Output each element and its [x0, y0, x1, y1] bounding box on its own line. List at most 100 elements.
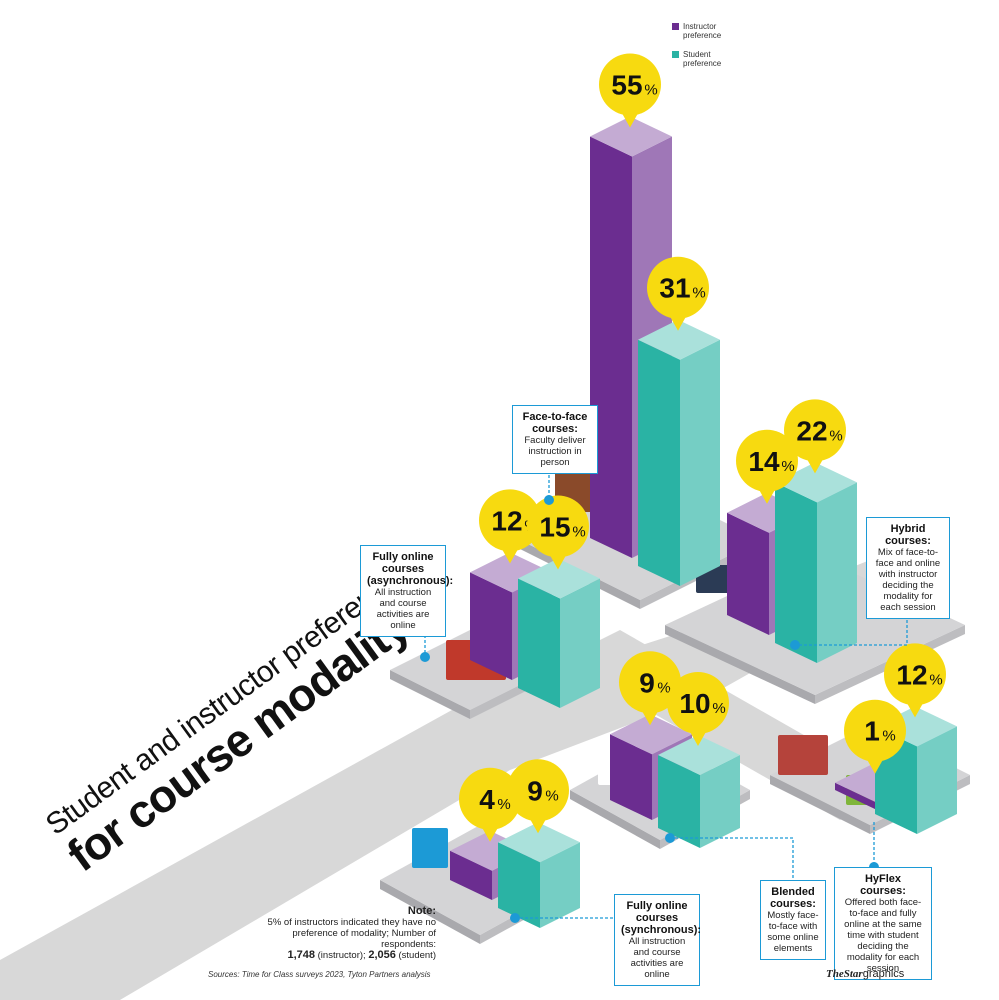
callout-blended: Blended courses: Mostly face-to-face wit… [760, 880, 826, 960]
bar-instructor-sync-face-front [450, 850, 492, 900]
bar-student-face-to-face-face-side [680, 339, 720, 586]
bar-instructor-face-to-face-face-front [590, 136, 632, 558]
label-student-blended-unit: % [712, 700, 725, 717]
bar-student-sync-face-top [498, 822, 580, 863]
label-student-sync-value: 9 [527, 775, 543, 806]
label-student-face-to-face-pointer [669, 314, 687, 331]
label-student-async-value: 15 [539, 512, 570, 543]
callout-dot-1 [790, 640, 800, 650]
bar-student-blended-face-front [658, 755, 700, 848]
label-instructor-async-value: 12 [491, 505, 522, 536]
brand-star: Star [843, 968, 863, 980]
callout-hybrid: Hybrid courses: Mix of face-to-face and … [866, 517, 950, 619]
label-student-hybrid-value: 22 [796, 415, 827, 446]
label-student-hyflex-circle [884, 643, 946, 706]
label-student-async-unit: % [572, 524, 585, 541]
label-student-async-pointer [549, 553, 567, 570]
sources: Sources: Time for Class surveys 2023, Ty… [208, 970, 431, 979]
note-instructor-label: (instructor); [317, 950, 366, 961]
label-student-face-to-face-circle [647, 256, 709, 319]
callout-title: Face-to-face courses: [522, 411, 588, 435]
callout-text: Faculty deliver instruction in person [524, 435, 586, 468]
callout-sync: Fully online courses (synchronous): All … [614, 894, 702, 986]
label-student-hybrid-pointer [806, 457, 824, 474]
label-instructor-blended-pointer [641, 709, 659, 726]
label-student-hybrid-unit: % [829, 427, 842, 444]
note-label: Note: [407, 905, 436, 917]
label-instructor-hybrid-unit: % [781, 458, 794, 475]
label-student-hyflex-value: 12 [896, 659, 927, 690]
bar-instructor-hyflex-face-front [835, 782, 877, 810]
bar-instructor-blended-face-top [610, 714, 692, 755]
bar-student-blended-face-side [700, 755, 740, 848]
label-instructor-hyflex-pointer [866, 757, 884, 774]
label-student-blended-pointer [689, 730, 707, 746]
floor-hybrid-side-left [665, 625, 815, 704]
label-instructor-sync-pointer [481, 825, 499, 842]
label-student-face-to-face-unit: % [692, 285, 705, 302]
callout-dot-2 [420, 652, 430, 662]
label-instructor-hyflex-circle [844, 699, 906, 762]
callout-title: Hybrid courses: [885, 523, 931, 547]
callout-hyflex: HyFlex courses: Offered both face-to-fac… [834, 867, 932, 980]
label-instructor-hybrid-pointer [758, 487, 776, 504]
label-instructor-blended-value: 9 [639, 667, 655, 698]
brand-logo: TheStargraphics [826, 968, 904, 980]
legend-label-student: Student preference [683, 50, 722, 68]
bar-student-sync-face-side [540, 842, 580, 928]
legend: Instructor preference Student preference [672, 22, 731, 78]
label-instructor-face-to-face-pointer [621, 111, 639, 128]
label-student-hybrid-circle [784, 399, 846, 462]
legend-item-student: Student preference [672, 50, 731, 68]
bar-instructor-blended-face-front [610, 734, 652, 820]
note-student-label: (student) [398, 950, 437, 961]
label-instructor-sync-unit: % [497, 796, 510, 813]
bubbles-layer: 55%31%14%22%1%12%12%15%9%10%4%9% [459, 53, 946, 842]
floor-async-side-left [390, 670, 470, 719]
bar-student-hybrid-face-front [775, 482, 817, 663]
callout-title: Fully online courses (asynchronous): [367, 551, 454, 587]
brand-the: The [826, 968, 844, 980]
bars-layer [450, 116, 957, 928]
callout-title: Fully online courses (synchronous): [621, 900, 702, 936]
legend-label-instructor: Instructor preference [683, 22, 722, 40]
brand-graphics: graphics [862, 968, 905, 980]
label-instructor-hyflex-unit: % [882, 728, 895, 745]
callout-text: Mostly face-to-face with some online ele… [767, 910, 819, 954]
label-instructor-blended-circle [619, 651, 681, 714]
note: Note: 5% of instructors indicated they h… [236, 905, 437, 962]
bar-instructor-async-face-front [470, 572, 512, 680]
video-screen-icon [412, 828, 448, 868]
label-instructor-async-circle [479, 489, 541, 552]
legend-swatch-student [672, 51, 679, 58]
bar-student-face-to-face-face-top [638, 319, 720, 360]
label-student-sync-unit: % [545, 787, 558, 804]
note-instructor-count: 1,748 [287, 949, 315, 961]
callout-connector-4 [670, 837, 794, 880]
callout-text: All instruction and course activities ar… [628, 936, 686, 980]
callout-text: Mix of face-to-face and online with inst… [875, 547, 941, 613]
label-student-blended-circle [667, 672, 729, 734]
label-instructor-hybrid-circle [736, 429, 798, 492]
bar-student-async-face-side [560, 578, 600, 708]
callout-async: Fully online courses (asynchronous): All… [360, 545, 454, 637]
callout-title: Blended courses: [770, 886, 816, 910]
label-student-hyflex-pointer [906, 701, 924, 718]
floor-blended-side-left [570, 790, 660, 849]
callout-text: Offered both face-to-face and fully onli… [844, 897, 922, 974]
label-instructor-face-to-face-unit: % [644, 82, 657, 99]
label-instructor-sync-value: 4 [479, 784, 495, 815]
floor-hyflex-side-left [770, 775, 870, 834]
label-instructor-async-pointer [501, 547, 519, 564]
label-student-face-to-face-value: 31 [659, 273, 690, 304]
callout-dot-0 [544, 495, 554, 505]
floor-sync-side-left [380, 880, 480, 944]
label-instructor-face-to-face-value: 55 [611, 70, 642, 101]
bar-instructor-face-to-face-face-top [590, 116, 672, 157]
bar-student-hybrid-face-side [817, 482, 857, 663]
bar-student-blended-face-top [658, 735, 740, 775]
callout-dot-3 [510, 913, 520, 923]
label-student-sync-circle [507, 759, 569, 822]
bar-student-sync-face-front [498, 842, 540, 928]
